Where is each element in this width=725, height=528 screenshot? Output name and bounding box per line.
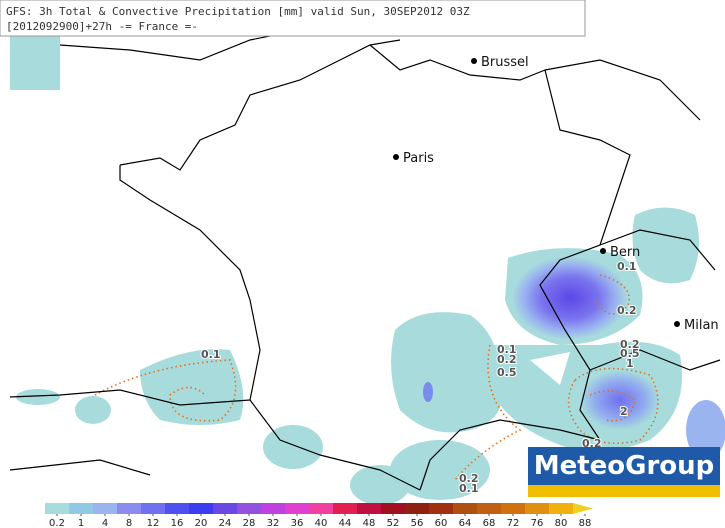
legend-box bbox=[45, 503, 69, 514]
contour-label: 0.5 bbox=[620, 347, 640, 360]
legend-label: 76 bbox=[531, 518, 544, 528]
header-subtitle: [2012092900]+27h -= France =- bbox=[6, 20, 198, 33]
legend-box bbox=[69, 503, 93, 514]
contour-label: 0.1 bbox=[201, 348, 221, 361]
legend-label: 32 bbox=[267, 518, 280, 528]
legend-label: 56 bbox=[411, 518, 424, 528]
legend-label: 80 bbox=[555, 518, 568, 528]
legend-box bbox=[117, 503, 141, 514]
header-box bbox=[0, 0, 586, 37]
legend-box bbox=[237, 503, 261, 514]
city-label: Paris bbox=[403, 151, 434, 166]
legend-box bbox=[261, 503, 285, 514]
contour-label: 2 bbox=[620, 405, 628, 418]
legend-label: 20 bbox=[195, 518, 208, 528]
legend-label: 40 bbox=[315, 518, 328, 528]
legend-label: 28 bbox=[243, 518, 256, 528]
legend-label: 68 bbox=[483, 518, 496, 528]
contour-label: 0.2 bbox=[620, 338, 640, 351]
legend-label: 44 bbox=[339, 518, 352, 528]
legend-box bbox=[429, 503, 453, 514]
legend-label: 88 bbox=[579, 518, 592, 528]
contour-label: 0.1 bbox=[497, 343, 517, 356]
city-label: Brussel bbox=[481, 55, 529, 70]
legend-box bbox=[285, 503, 309, 514]
contour-label: 0.2 bbox=[617, 304, 637, 317]
legend-box bbox=[93, 503, 117, 514]
precipitation-areas bbox=[10, 35, 725, 505]
color-legend: 0.2 1 4 8 12 16 20 24 28 32 36 40 44 48 52 56 60 64 68 72 76… bbox=[45, 503, 593, 528]
logo: MeteoGroup bbox=[528, 447, 720, 497]
legend-box bbox=[453, 503, 477, 514]
legend-label: 72 bbox=[507, 518, 520, 528]
legend-box bbox=[477, 503, 501, 514]
city-label: Bern bbox=[610, 245, 640, 260]
legend-label: 60 bbox=[435, 518, 448, 528]
legend-box bbox=[333, 503, 357, 514]
legend-box bbox=[381, 503, 405, 514]
legend-label: 48 bbox=[363, 518, 376, 528]
legend-label: 12 bbox=[147, 518, 160, 528]
legend-label: 0.2 bbox=[49, 518, 65, 528]
legend-box bbox=[501, 503, 525, 514]
contour-label: 1 bbox=[626, 357, 634, 370]
legend-box bbox=[357, 503, 381, 514]
contour-label: 0.2 bbox=[497, 353, 517, 366]
legend-label: 4 bbox=[102, 518, 108, 528]
contours bbox=[94, 274, 659, 481]
legend-label: 8 bbox=[126, 518, 132, 528]
cities: Brussel Paris Bern Milan bbox=[393, 55, 719, 333]
legend-box bbox=[405, 503, 429, 514]
borders bbox=[9, 14, 721, 491]
legend-label: 24 bbox=[219, 518, 232, 528]
legend-box bbox=[189, 503, 213, 514]
contour-label: 0.5 bbox=[497, 366, 517, 379]
legend-box bbox=[213, 503, 237, 514]
legend-box bbox=[309, 503, 333, 514]
legend-box bbox=[549, 503, 573, 514]
legend-label: 1 bbox=[78, 518, 84, 528]
legend-label: 16 bbox=[171, 518, 184, 528]
legend-label: 36 bbox=[291, 518, 304, 528]
legend-label: 52 bbox=[387, 518, 400, 528]
header-title: GFS: 3h Total & Convective Precipitation… bbox=[6, 5, 470, 18]
legend-box bbox=[165, 503, 189, 514]
contour-label: 0.1 bbox=[459, 482, 479, 495]
legend-box bbox=[525, 503, 549, 514]
contour-label: 0.1 bbox=[617, 260, 637, 273]
legend-label: 64 bbox=[459, 518, 472, 528]
logo-text: MeteoGroup bbox=[534, 451, 715, 481]
legend-box bbox=[141, 503, 165, 514]
contour-label: 0.2 bbox=[459, 472, 479, 485]
city-label: Milan bbox=[684, 318, 719, 333]
legend-arrow bbox=[573, 503, 593, 514]
